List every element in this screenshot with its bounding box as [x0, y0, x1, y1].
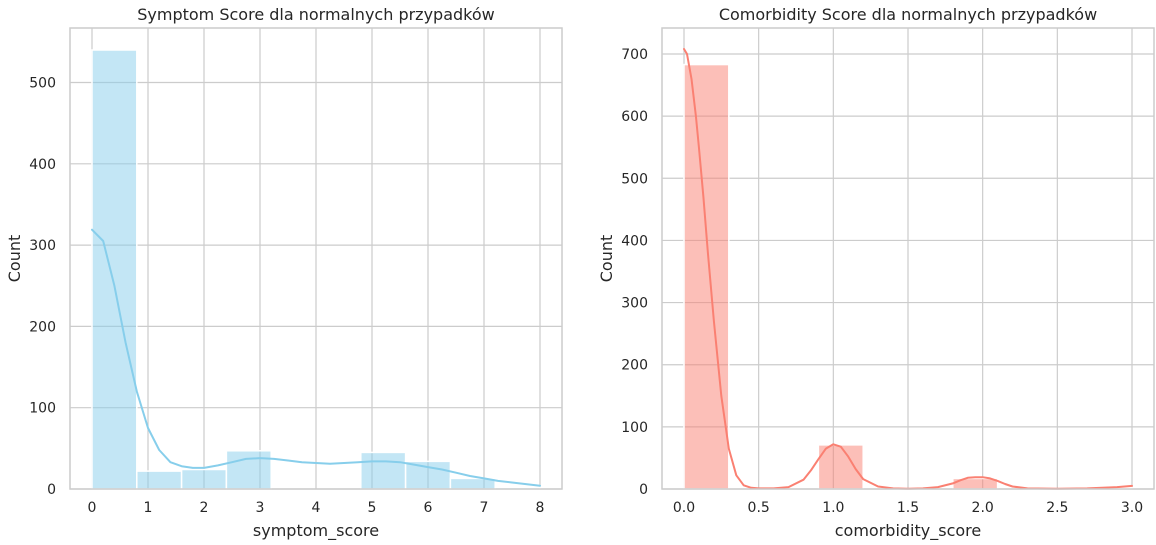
- comorbidity-kde-line: [683, 48, 1133, 490]
- comorbidity-x-tick-label: 1.5: [897, 500, 919, 516]
- symptom-y-axis-label: Count: [5, 235, 24, 283]
- symptom-y-tick-label: 100: [29, 401, 56, 417]
- comorbidity-x-tick-label: 2.5: [1046, 500, 1068, 516]
- symptom-histogram-bar: [91, 49, 138, 490]
- symptom-y-tick-label: 500: [29, 76, 56, 92]
- symptom-x-tick-label: 5: [368, 500, 377, 516]
- symptom-histogram-bar: [136, 470, 183, 490]
- symptom-x-axis-label: symptom_score: [253, 521, 379, 541]
- symptom-x-tick-label: 3: [256, 500, 265, 516]
- comorbidity-score-chart: 0.0 0.5 1.0 1.5 2.0 2.5 3.0 0 100 200 300 400 500 600…: [597, 5, 1155, 541]
- comorbidity-x-tick-label: 2.0: [972, 500, 994, 516]
- comorbidity-y-tick-label: 400: [621, 233, 648, 249]
- symptom-histogram-bar: [360, 451, 407, 490]
- symptom-x-tick-label: 0: [88, 500, 97, 516]
- symptom-histogram-bar: [404, 460, 452, 490]
- comorbidity-x-tick-label: 1.0: [822, 500, 844, 516]
- comorbidity-histogram-bar: [683, 63, 730, 490]
- symptom-y-tick-label: 300: [29, 238, 56, 254]
- comorbidity-x-tick-label: 3.0: [1121, 500, 1143, 516]
- comorbidity-histogram-bar: [817, 444, 864, 490]
- symptom-x-tick-label: 6: [424, 500, 433, 516]
- symptom-histogram-bar: [225, 450, 272, 490]
- symptom-plot-frame: [69, 27, 563, 490]
- symptom-score-chart: 0 1 2 3 4 5 6 7 8 0 100 200 300 400 500 Symptom Score d…: [5, 5, 563, 541]
- comorbidity-plot-frame: [661, 27, 1155, 490]
- comorbidity-x-tick-label: 0.0: [673, 500, 695, 516]
- symptom-y-tick-label: 400: [29, 157, 56, 173]
- symptom-x-tick-label: 7: [480, 500, 489, 516]
- comorbidity-y-tick-label: 0: [639, 482, 648, 498]
- symptom-chart-title: Symptom Score dla normalnych przypadków: [137, 5, 494, 24]
- comorbidity-y-tick-label: 200: [621, 358, 648, 374]
- symptom-histogram-bar: [180, 468, 228, 490]
- comorbidity-y-tick-label: 300: [621, 296, 648, 312]
- symptom-x-tick-label: 4: [312, 500, 321, 516]
- comorbidity-chart-title: Comorbidity Score dla normalnych przypad…: [719, 5, 1097, 24]
- comorbidity-x-tick-label: 0.5: [748, 500, 770, 516]
- symptom-x-tick-label: 8: [536, 500, 545, 516]
- symptom-x-tick-label: 1: [144, 500, 153, 516]
- comorbidity-x-axis-label: comorbidity_score: [835, 521, 981, 541]
- symptom-kde-line: [91, 228, 541, 487]
- symptom-x-tick-label: 2: [200, 500, 209, 516]
- comorbidity-y-tick-label: 600: [621, 109, 648, 125]
- comorbidity-y-tick-label: 500: [621, 171, 648, 187]
- symptom-y-tick-label: 200: [29, 319, 56, 335]
- comorbidity-y-tick-label: 700: [621, 47, 648, 63]
- comorbidity-y-axis-label: Count: [597, 235, 616, 283]
- symptom-y-tick-label: 0: [47, 482, 56, 498]
- comorbidity-y-tick-label: 100: [621, 420, 648, 436]
